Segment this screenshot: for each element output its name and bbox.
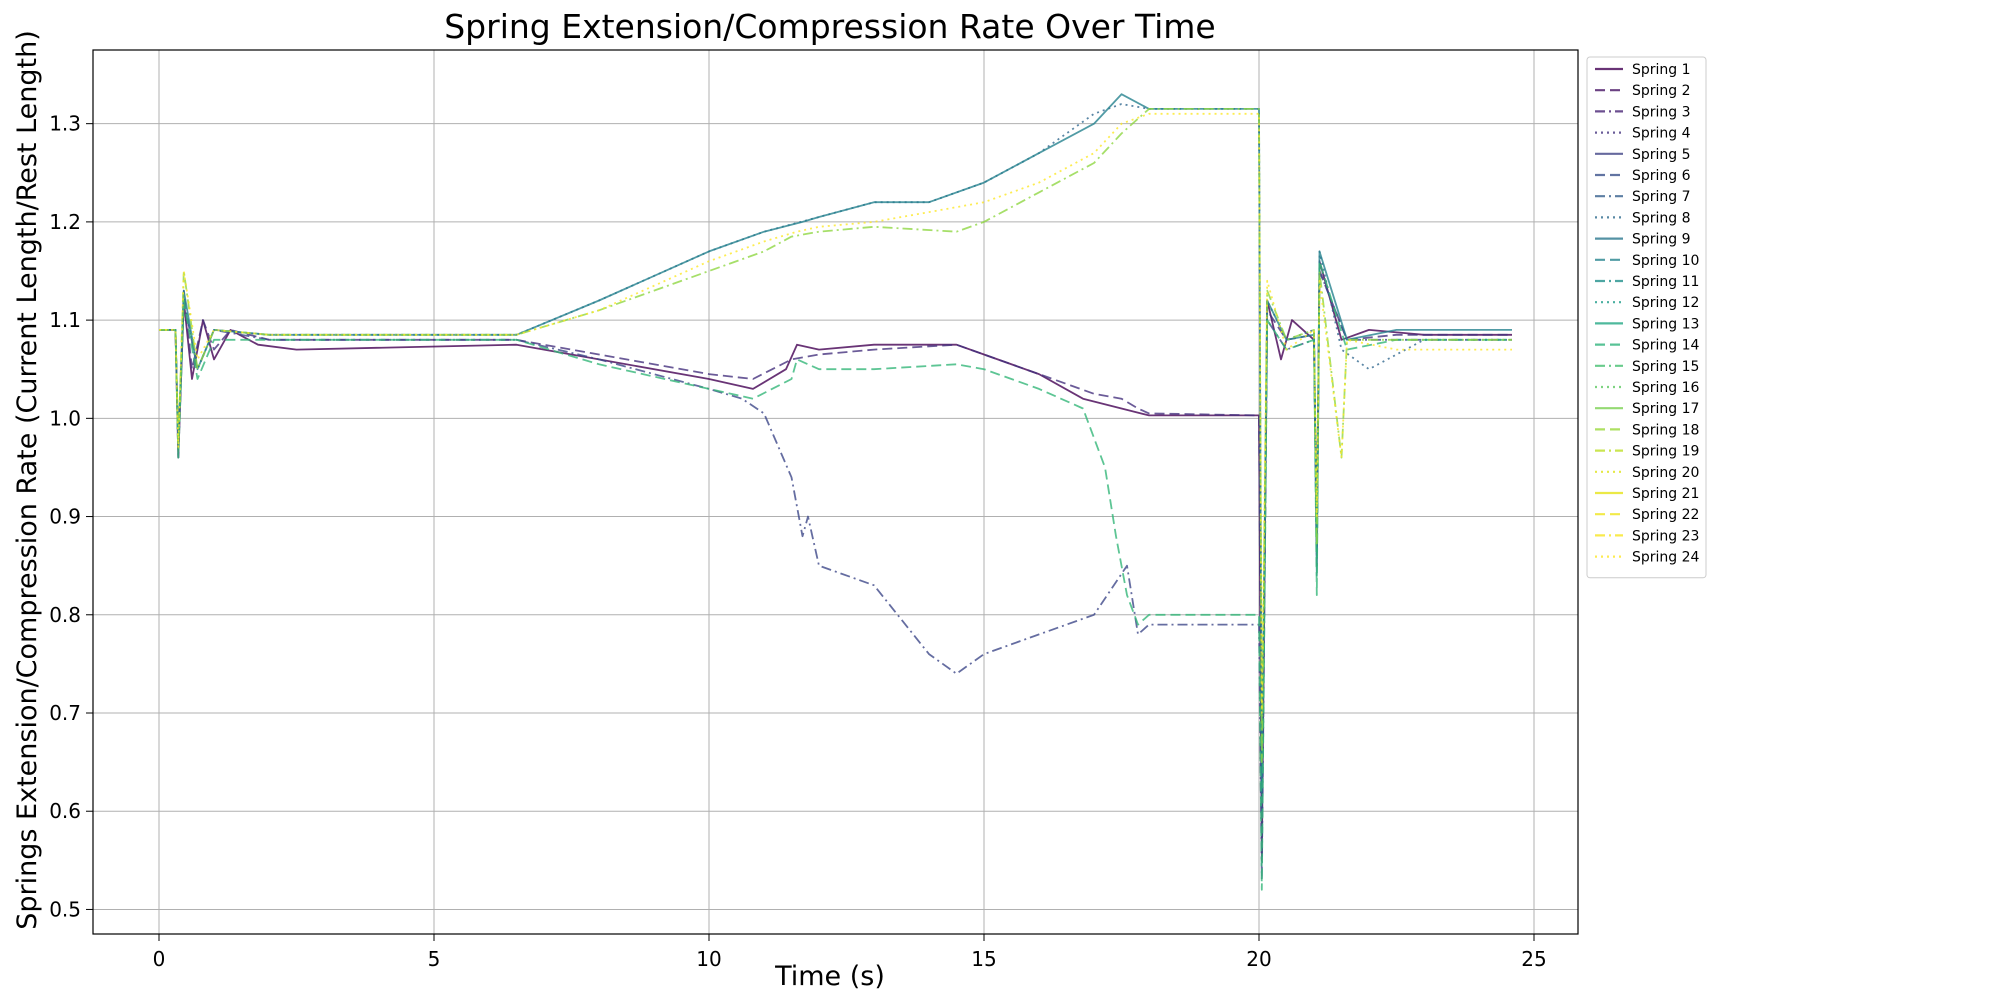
x-tick-label: 5 <box>428 947 441 971</box>
legend-label: Spring 1 <box>1632 62 1691 78</box>
legend-label: Spring 7 <box>1632 189 1691 205</box>
y-tick-label: 1.1 <box>49 308 81 332</box>
legend-label: Spring 17 <box>1632 401 1699 417</box>
x-tick-label: 10 <box>696 947 721 971</box>
legend-label: Spring 2 <box>1632 83 1691 99</box>
legend-label: Spring 18 <box>1632 422 1699 438</box>
legend: Spring 1 Spring 2 Spring 3 Spring 4 Spring 5… <box>1586 56 1707 579</box>
y-tick-label: 1.2 <box>49 210 81 234</box>
chart-title: Spring Extension/Compression Rate Over T… <box>444 7 1216 46</box>
y-tick-label: 0.7 <box>49 701 81 725</box>
legend-label: Spring 14 <box>1632 338 1700 354</box>
legend-label: Spring 5 <box>1632 147 1691 163</box>
legend-label: Spring 24 <box>1632 550 1700 566</box>
axis-ticks: 0 5 10 15 20 25 0.5 0.6 0.7 0.8 0.9 1.0 1.1 1.2 1.3 <box>49 112 1547 971</box>
y-tick-label: 1.0 <box>49 406 81 430</box>
legend-label: Spring 9 <box>1632 232 1691 248</box>
legend-label: Spring 16 <box>1632 380 1700 396</box>
y-tick-label: 0.5 <box>49 897 81 921</box>
legend-box <box>1586 56 1707 579</box>
grid <box>93 50 1578 934</box>
legend-label: Spring 23 <box>1632 528 1699 544</box>
series-line-spring-7 <box>159 108 1512 763</box>
legend-label: Spring 6 <box>1632 168 1691 184</box>
y-tick-label: 0.9 <box>49 505 81 529</box>
x-tick-label: 25 <box>1521 947 1546 971</box>
x-tick-label: 15 <box>971 947 996 971</box>
plot-frame <box>92 49 1579 935</box>
legend-label: Spring 21 <box>1632 486 1699 502</box>
y-tick-label: 0.6 <box>49 799 81 823</box>
legend-label: Spring 22 <box>1632 507 1699 523</box>
y-tick-label: 0.8 <box>49 603 81 627</box>
legend-label: Spring 15 <box>1632 359 1699 375</box>
legend-label: Spring 3 <box>1632 104 1691 120</box>
y-axis-label: Springs Extension/Compression Rate (Curr… <box>12 30 43 930</box>
legend-label: Spring 8 <box>1632 210 1691 226</box>
legend-label: Spring 20 <box>1632 465 1699 481</box>
x-tick-label: 20 <box>1246 947 1271 971</box>
legend-label: Spring 12 <box>1632 295 1699 311</box>
x-axis-label: Time (s) <box>774 961 885 992</box>
series-lines <box>159 93 1512 891</box>
y-tick-label: 1.3 <box>49 112 81 136</box>
legend-label: Spring 11 <box>1632 274 1699 290</box>
legend-label: Spring 13 <box>1632 316 1699 332</box>
series-line-spring-6 <box>159 260 1512 891</box>
legend-label: Spring 4 <box>1632 126 1691 142</box>
x-tick-label: 0 <box>153 947 166 971</box>
legend-label: Spring 19 <box>1632 444 1699 460</box>
legend-label: Spring 10 <box>1632 253 1699 269</box>
